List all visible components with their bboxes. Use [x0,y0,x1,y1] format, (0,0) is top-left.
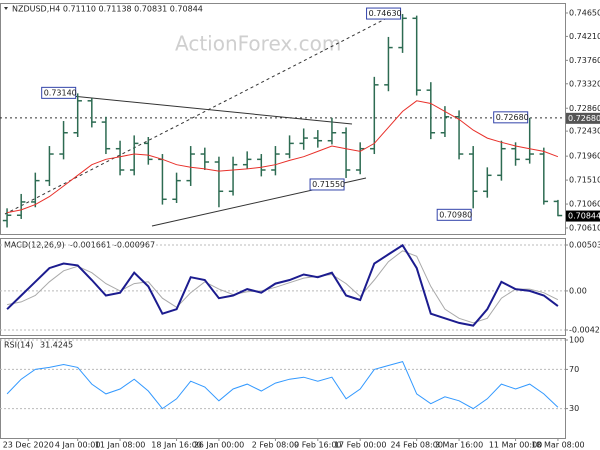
title-icon [4,7,8,10]
y-tick-label: 0.73760 [569,56,600,65]
annotation-box [309,178,345,191]
x-tick-label: 4 Jan 00:00 [55,441,101,450]
y-tick-label: 30 [569,404,579,413]
annotation-box [493,111,529,124]
macd-value: -0.001661 [70,241,111,250]
x-tick-label: 11 Jan 08:00 [95,441,146,450]
macd-signal [7,250,559,324]
y-tick-label: 0.71960 [569,152,600,161]
macd-panel [0,238,566,336]
y-tick-label: 0.71060 [569,200,600,209]
y-tick-label: 0.70610 [569,224,600,233]
y-tick-label: 0.72430 [569,127,600,136]
x-tick-label: 17 Feb 00:00 [334,441,386,450]
trend-line [71,95,353,125]
x-tick-label: 18 Jan 16:00 [151,441,202,450]
x-tick-label: 9 Feb 16:00 [294,441,341,450]
watermark: ActionForex.com [175,32,341,56]
annotation-box [366,7,402,20]
x-tick-label: 24 Feb 08:00 [390,441,442,450]
annotation-box [41,86,77,99]
rsi-title: RSI(14) [4,341,33,350]
y-tick-label: -0.004283 [569,326,600,335]
y-tick-label: 100 [569,336,584,345]
axis-price-label: 0.70844 [568,212,600,221]
rsi-value: 31.4245 [40,341,73,350]
rsi-line [6,361,559,410]
y-tick-label: 0.00 [569,286,587,295]
moving-average [7,100,559,214]
y-tick-label: 0.74210 [569,32,600,41]
annotation-label: 0.71550 [312,180,345,189]
rsi-panel [0,338,566,439]
price-panel [0,3,566,235]
axis-price-box [566,112,600,124]
macd-line [6,243,559,327]
y-tick-label: 0.005033 [569,241,600,250]
x-tick-label: 11 Mar 00:00 [489,441,542,450]
axis-price-label: 0.72680 [568,114,600,123]
annotation-label: 0.70980 [439,210,472,219]
x-tick-label: 3 Mar 16:00 [435,441,483,450]
annotation-box [436,208,472,221]
chart-title: NZDUSD,H4 0.71110 0.71138 0.70831 0.7084… [12,5,203,14]
annotation-label: 0.72680 [496,113,529,122]
y-tick-label: 70 [569,365,579,374]
axis-price-box [566,210,600,222]
macd-title: MACD(12,26,9) [4,241,65,250]
annotation-label: 0.73140 [44,88,77,97]
y-tick-label: 0.71510 [569,176,600,185]
x-tick-label: 2 Feb 08:00 [252,441,299,450]
x-tick-label: 23 Dec 2020 [3,441,54,450]
macd-signal-value: -0.000967 [114,241,155,250]
y-tick-label: 0.73320 [569,79,600,88]
y-tick-label: 0.74650 [569,8,600,17]
x-tick-label: 18 Mar 08:00 [531,441,584,450]
y-tick-label: 0.72860 [569,104,600,113]
annotation-label: 0.74630 [369,9,402,18]
x-tick-label: 26 Jan 00:00 [194,441,245,450]
